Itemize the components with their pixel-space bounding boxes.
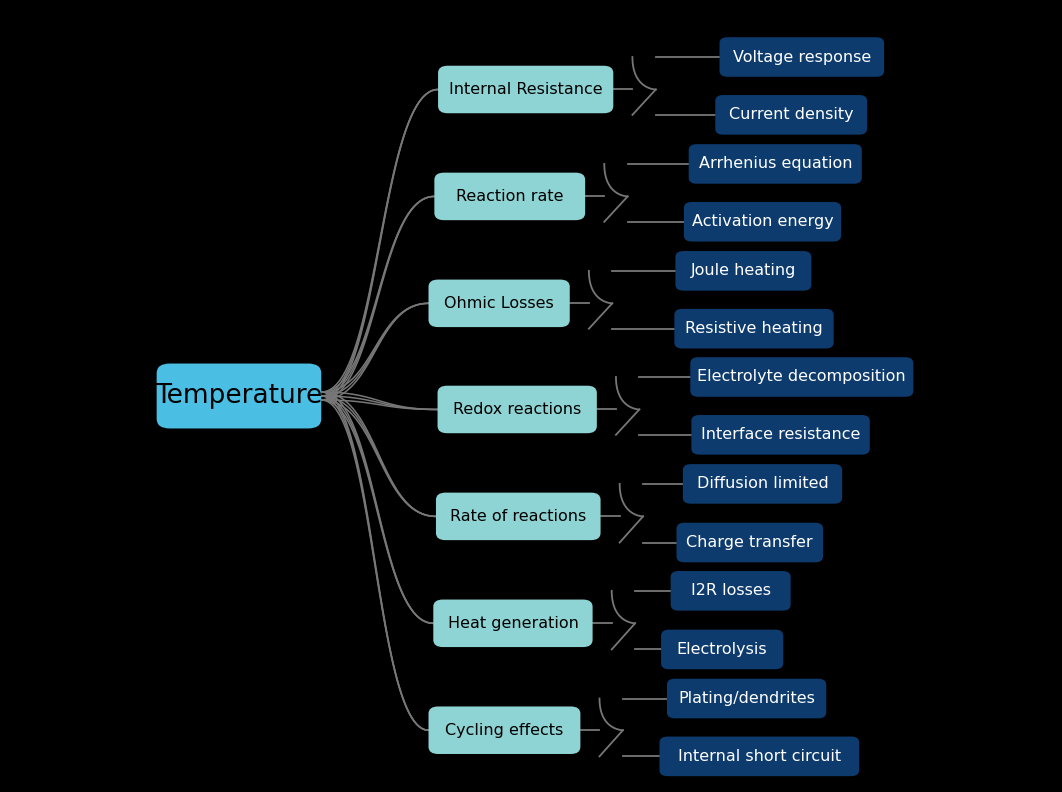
FancyBboxPatch shape [688,144,862,184]
Text: Plating/dendrites: Plating/dendrites [679,691,815,706]
Text: Current density: Current density [729,108,854,122]
FancyBboxPatch shape [670,571,790,611]
Text: Heat generation: Heat generation [447,616,579,630]
Text: Arrhenius equation: Arrhenius equation [699,157,852,171]
Text: Voltage response: Voltage response [733,50,871,64]
FancyBboxPatch shape [715,95,867,135]
Text: Electrolyte decomposition: Electrolyte decomposition [698,370,906,384]
FancyBboxPatch shape [438,66,614,113]
Text: Charge transfer: Charge transfer [686,535,813,550]
FancyBboxPatch shape [438,386,597,433]
FancyBboxPatch shape [674,309,834,348]
Text: I2R losses: I2R losses [690,584,771,598]
FancyBboxPatch shape [660,737,859,776]
FancyBboxPatch shape [691,415,870,455]
FancyBboxPatch shape [661,630,784,669]
FancyBboxPatch shape [690,357,913,397]
Text: Redox reactions: Redox reactions [453,402,581,417]
FancyBboxPatch shape [428,280,569,327]
FancyBboxPatch shape [667,679,826,718]
FancyBboxPatch shape [720,37,884,77]
Text: Diffusion limited: Diffusion limited [697,477,828,491]
Text: Electrolysis: Electrolysis [676,642,768,657]
Text: Reaction rate: Reaction rate [456,189,564,204]
Text: Cycling effects: Cycling effects [445,723,564,737]
Text: Joule heating: Joule heating [690,264,796,278]
FancyBboxPatch shape [428,706,580,754]
Text: Temperature: Temperature [155,383,323,409]
FancyBboxPatch shape [157,364,321,428]
Text: Resistive heating: Resistive heating [685,322,823,336]
Text: Rate of reactions: Rate of reactions [450,509,586,524]
FancyBboxPatch shape [435,493,601,540]
Text: Internal Resistance: Internal Resistance [449,82,602,97]
Text: Interface resistance: Interface resistance [701,428,860,442]
FancyBboxPatch shape [676,523,823,562]
FancyBboxPatch shape [675,251,811,291]
Text: Ohmic Losses: Ohmic Losses [444,296,554,310]
Text: Internal short circuit: Internal short circuit [678,749,841,763]
FancyBboxPatch shape [433,600,593,647]
Text: Activation energy: Activation energy [691,215,834,229]
FancyBboxPatch shape [434,173,585,220]
FancyBboxPatch shape [684,202,841,242]
FancyBboxPatch shape [683,464,842,504]
